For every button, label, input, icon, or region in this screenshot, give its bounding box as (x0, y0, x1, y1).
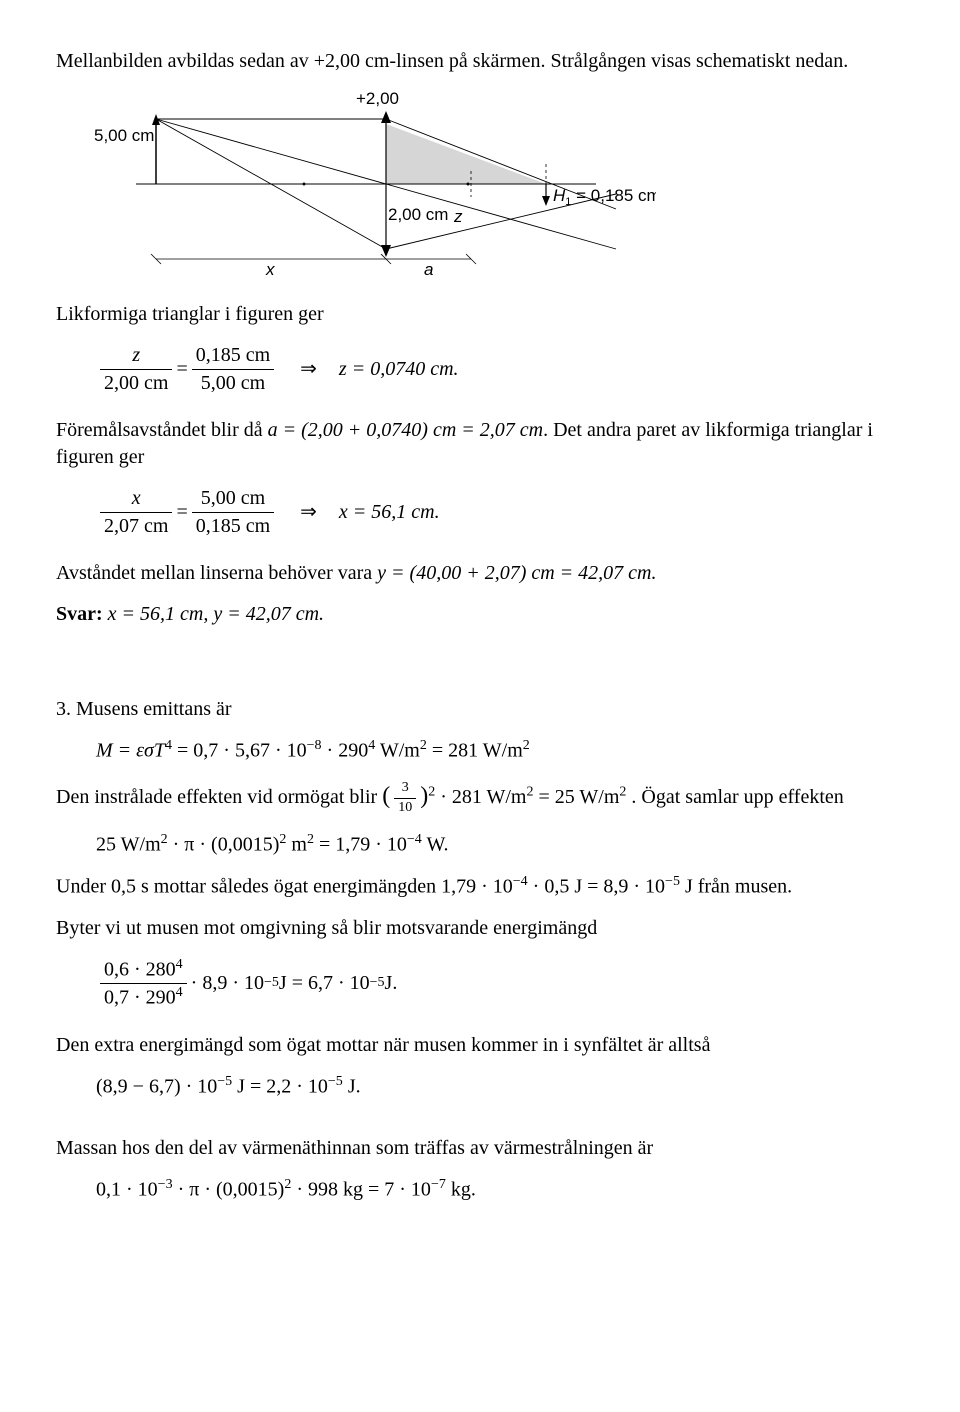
equation-7: 0,1 · 10−3 · π · (0,0015)2 · 998 kg = 7 … (96, 1176, 904, 1204)
lbl-a: a (424, 260, 433, 279)
lbl-5cm: 5,00 cm (94, 126, 154, 145)
lbl-x: x (265, 260, 275, 279)
equation-6: (8,9 − 6,7) · 10−5 J = 2,2 · 10−5 J. (96, 1073, 904, 1101)
para-instralad: Den instrålade effekten vid ormögat blir… (56, 779, 904, 818)
para-avstand: Avståndet mellan linserna behöver vara y… (56, 560, 904, 587)
lbl-plus2: +2,00 (356, 89, 399, 108)
para-extra: Den extra energimängd som ögat mottar nä… (56, 1032, 904, 1059)
equation-1: z 2,00 cm = 0,185 cm 5,00 cm ⇒ z = 0,074… (96, 342, 904, 397)
para-under05s: Under 0,5 s mottar således ögat energimä… (56, 873, 904, 901)
section-3-head: 3. Musens emittans är (56, 696, 904, 723)
equation-3: M = εσT4 = 0,7 · 5,67 · 10−8 · 2904 W/m2… (96, 737, 904, 765)
equation-4: 25 W/m2 · π · (0,0015)2 m2 = 1,79 · 10−4… (96, 831, 904, 859)
para-liktrianglar: Likformiga trianglar i figuren ger (56, 301, 904, 328)
lbl-z: z (453, 207, 463, 226)
equation-5: 0,6 · 2804 0,7 · 2904 · 8,9 · 10−5 J = 6… (96, 956, 904, 1012)
para-svar: Svar: x = 56,1 cm, y = 42,07 cm. (56, 601, 904, 628)
equation-2: x 2,07 cm = 5,00 cm 0,185 cm ⇒ x = 56,1 … (96, 485, 904, 540)
para-byter: Byter vi ut musen mot omgivning så blir … (56, 915, 904, 942)
optics-svg: +2,00 5,00 cm 2,00 cm z H1 = 0,185 cm x … (56, 89, 656, 279)
para-massan: Massan hos den del av värmenäthinnan som… (56, 1135, 904, 1162)
optics-diagram: +2,00 5,00 cm 2,00 cm z H1 = 0,185 cm x … (56, 89, 904, 279)
lbl-H: H1 = 0,185 cm (553, 186, 656, 208)
para-foremal: Föremålsavståndet blir då a = (2,00 + 0,… (56, 417, 904, 471)
para-intro: Mellanbilden avbildas sedan av +2,00 cm-… (56, 48, 904, 75)
lbl-2cm: 2,00 cm (388, 205, 448, 224)
